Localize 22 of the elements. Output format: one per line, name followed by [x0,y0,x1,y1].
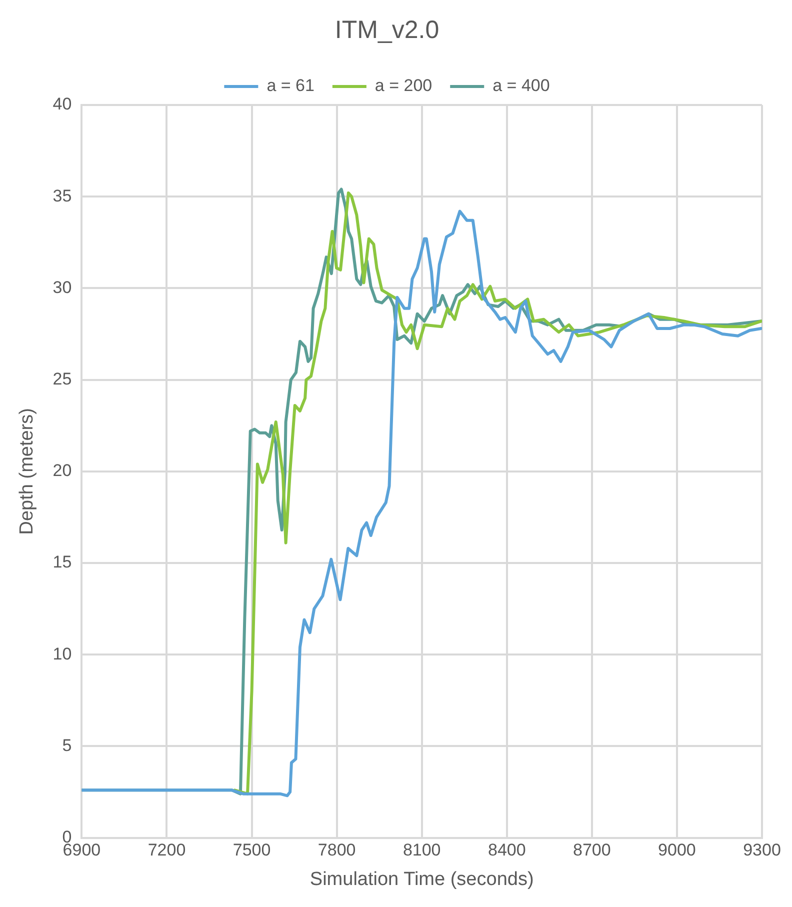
y-tick-label: 25 [52,369,72,388]
y-tick-label: 20 [52,461,72,480]
y-tick-label: 10 [52,644,72,664]
x-tick-label: 9000 [658,840,696,860]
y-tick-label: 15 [52,552,72,572]
x-tick-label: 8700 [573,840,611,860]
chart-title: ITM_v2.0 [334,16,440,44]
x-tick-label: 8100 [402,840,441,860]
x-tick-label: 7500 [232,840,271,860]
y-tick-label: 5 [62,736,72,755]
y-axis-title: Depth (meters) [16,408,38,535]
legend-label: a = 400 [492,76,550,96]
x-tick-label: 7200 [148,840,186,860]
y-tick-label: 35 [52,186,72,206]
x-tick-label: 7800 [318,840,356,860]
legend-label: a = 200 [374,76,432,96]
legend-label: a = 61 [266,76,314,96]
y-tick-label: 40 [52,94,72,114]
x-tick-label: 9300 [743,840,781,860]
x-axis-title: Simulation Time (seconds) [310,868,534,890]
y-tick-label: 30 [52,278,72,297]
x-tick-label: 8400 [488,840,526,860]
